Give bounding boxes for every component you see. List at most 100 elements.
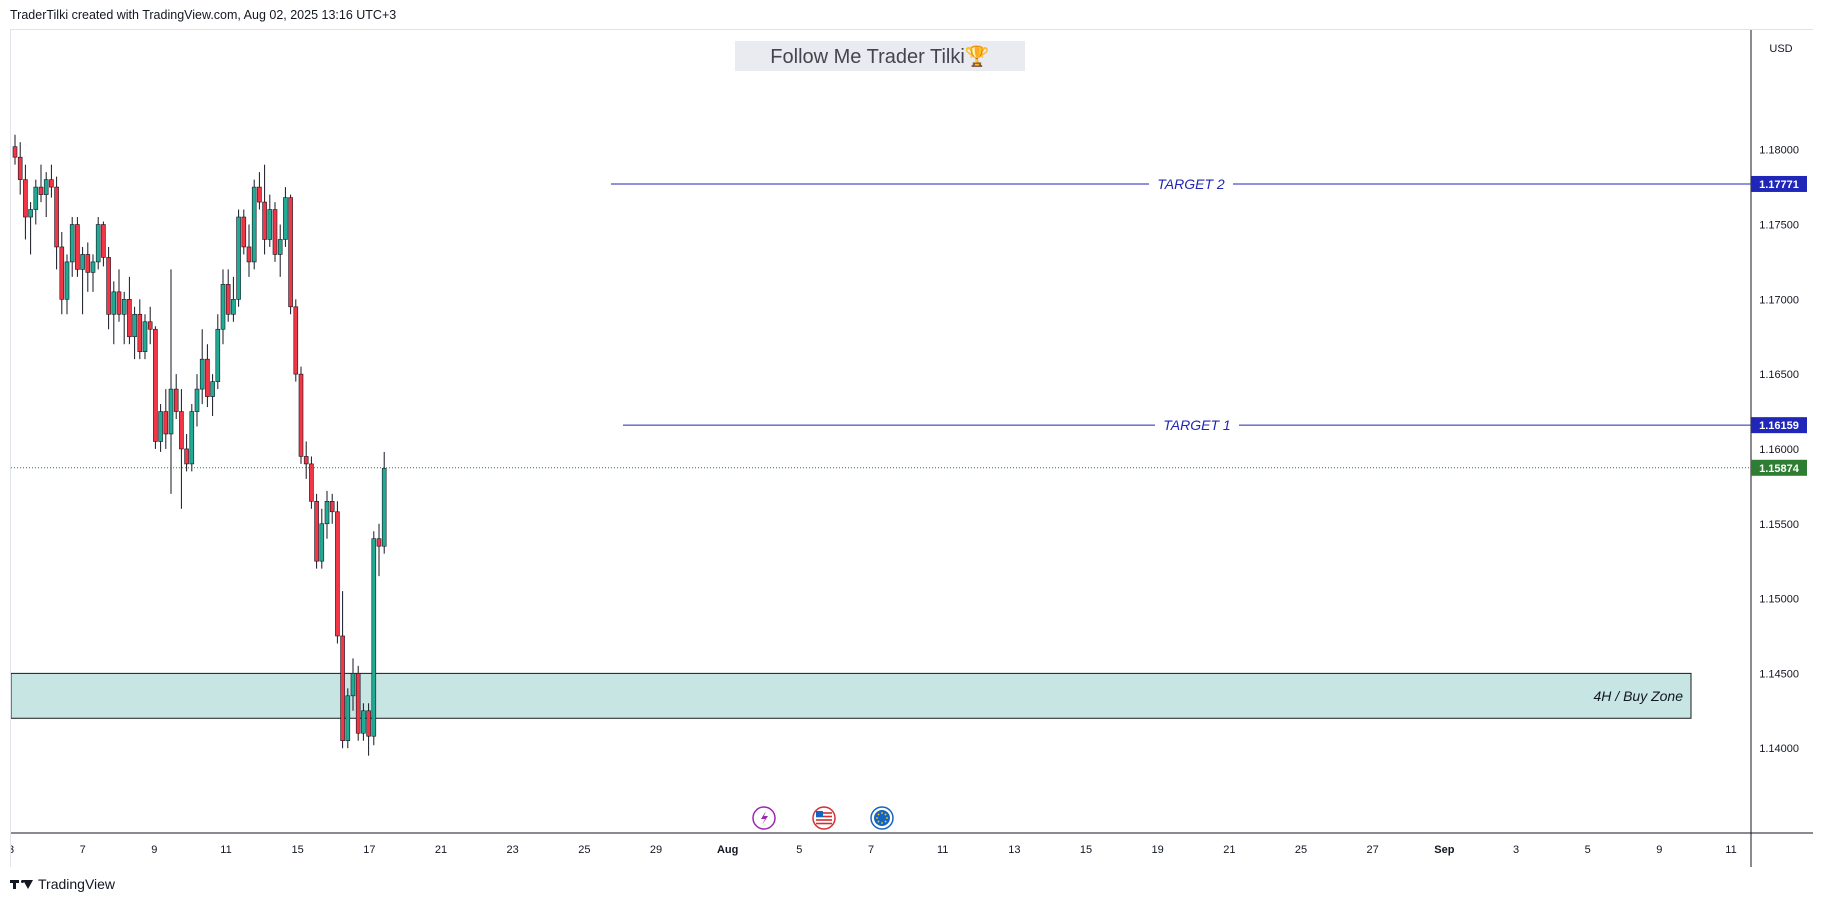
- time-tick-label: 21: [435, 844, 447, 856]
- target1-price-label: 1.16159: [1759, 420, 1799, 432]
- candle-body: [153, 328, 158, 442]
- price-tick-label: 1.16000: [1759, 444, 1799, 456]
- time-tick-label: 23: [507, 844, 519, 856]
- candle-body: [116, 291, 122, 315]
- candle-body: [267, 209, 273, 240]
- time-tick-label: 7: [80, 844, 86, 856]
- time-tick-label: 3: [1513, 844, 1519, 856]
- time-tick-label: 25: [1295, 844, 1307, 856]
- candle-body: [90, 261, 96, 273]
- candle-body: [241, 216, 247, 248]
- chart-attribution: TraderTilki created with TradingView.com…: [10, 8, 397, 22]
- currency-label[interactable]: USD: [1769, 43, 1792, 55]
- eu-flag-icon[interactable]: [870, 806, 894, 830]
- target1-label-bg: [1155, 417, 1239, 434]
- candle-body: [319, 523, 325, 562]
- candle-body: [262, 201, 267, 240]
- candle-body: [33, 186, 39, 210]
- time-tick-label: 5: [796, 844, 802, 856]
- candle-body: [121, 299, 127, 315]
- chart-background: [11, 30, 1813, 867]
- chart-area[interactable]: 1.18000 1.17500 1.17000 1.16500 1.16000 1.155…: [10, 29, 1813, 867]
- time-tick-label: 7: [868, 844, 874, 856]
- candle-body: [210, 381, 215, 397]
- candle-body: [329, 501, 335, 513]
- target2-price-tag: [1751, 175, 1807, 192]
- candle-body: [69, 224, 75, 263]
- candle-body: [335, 511, 340, 637]
- candle-body: [75, 224, 80, 270]
- candle-body: [127, 299, 132, 338]
- time-tick-label: Aug: [717, 844, 738, 856]
- buy-zone-label: 4H / Buy Zone: [1594, 688, 1684, 704]
- candle-body: [236, 216, 241, 300]
- tradingview-logo-icon: [10, 878, 34, 890]
- time-tick-label: 9: [1656, 844, 1662, 856]
- us-flag-icon[interactable]: [812, 806, 836, 830]
- candle-body: [277, 239, 283, 255]
- candle-body: [199, 358, 205, 390]
- time-tick-label: 19: [1152, 844, 1164, 856]
- candle-body: [189, 411, 195, 465]
- candle-body: [101, 224, 106, 258]
- candle-body: [231, 299, 236, 315]
- candle-body: [137, 313, 143, 352]
- candle-body: [361, 710, 366, 734]
- price-tick-label: 1.14500: [1759, 668, 1799, 680]
- candle-body: [314, 501, 319, 562]
- candle-body: [106, 257, 111, 315]
- candle-body: [220, 284, 226, 330]
- candle-body: [215, 328, 221, 382]
- price-tick-label: 1.15500: [1759, 519, 1799, 531]
- candle-body: [184, 448, 189, 465]
- candle-body: [324, 501, 330, 525]
- candlestick-chart[interactable]: 1.18000 1.17500 1.17000 1.16500 1.16000 1.155…: [11, 30, 1813, 867]
- candle-body: [158, 411, 163, 442]
- candle-body: [179, 411, 184, 450]
- candle-body: [194, 388, 200, 412]
- tradingview-brand[interactable]: TradingView: [10, 876, 115, 892]
- title-box: [735, 41, 1025, 71]
- price-tick-label: 1.15000: [1759, 594, 1799, 606]
- buy-zone-rect[interactable]: [11, 672, 1692, 719]
- candle-body: [168, 388, 174, 435]
- candle-body: [303, 456, 309, 465]
- time-tick-label: 29: [650, 844, 662, 856]
- candle-body: [49, 179, 54, 188]
- time-tick-label: 17: [363, 844, 375, 856]
- candle-body: [355, 673, 361, 734]
- candle-body: [173, 388, 179, 412]
- candle-body: [64, 261, 70, 300]
- candle-body: [163, 411, 169, 435]
- candle-body: [272, 209, 278, 255]
- target1-label: TARGET 1: [1163, 417, 1230, 433]
- target2-label: TARGET 2: [1157, 176, 1225, 192]
- candle-body: [350, 673, 356, 697]
- candle-body: [80, 254, 85, 270]
- time-tick-label: 11: [220, 844, 231, 856]
- candle-body: [85, 254, 91, 273]
- candle-body: [12, 146, 18, 158]
- candle-body: [54, 186, 59, 248]
- target2-price-label: 1.17771: [1759, 179, 1799, 191]
- price-tick-label: 1.17000: [1759, 294, 1799, 306]
- time-tick-label: 21: [1223, 844, 1235, 856]
- time-tick-label: 11: [1725, 844, 1736, 856]
- candle-body: [309, 463, 314, 502]
- lightning-icon[interactable]: [752, 806, 776, 830]
- candle-body: [257, 186, 262, 203]
- candle-body: [340, 635, 345, 742]
- candle-body: [381, 468, 387, 547]
- candle-body: [298, 373, 304, 457]
- candle-body: [205, 358, 210, 397]
- time-tick-label: 3: [11, 844, 14, 856]
- candle-body: [43, 179, 49, 195]
- price-tick-label: 1.14000: [1759, 743, 1799, 755]
- candle-body: [251, 186, 257, 263]
- candle-body: [293, 306, 299, 375]
- candle-body: [147, 321, 153, 330]
- chart-title: Follow Me Trader Tilki🏆: [770, 44, 989, 68]
- candle-body: [38, 186, 44, 195]
- price-tick-label: 1.18000: [1759, 145, 1799, 157]
- candle-body: [132, 313, 137, 338]
